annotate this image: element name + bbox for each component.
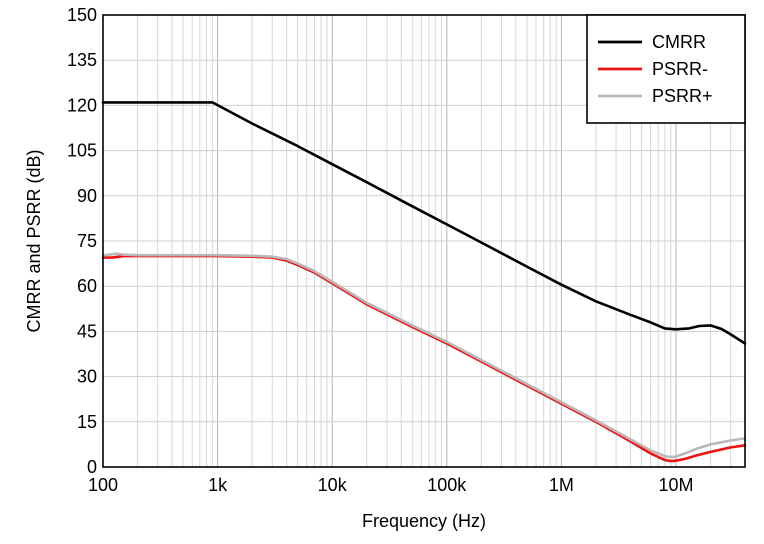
x-tick-labels: 100 1k 10k 100k 1M 10M xyxy=(88,475,694,495)
y-tick-label: 90 xyxy=(77,186,97,206)
grid xyxy=(102,14,746,468)
x-axis-title: Frequency (Hz) xyxy=(362,511,486,531)
series-line-cmrr xyxy=(101,101,747,345)
x-tick-label: 100 xyxy=(88,475,118,495)
x-tick-label: 100k xyxy=(427,475,467,495)
y-tick-labels: 0 15 30 45 60 75 90 105 120 135 150 xyxy=(67,5,97,477)
y-tick-label: 45 xyxy=(77,321,97,341)
y-axis-title: CMRR and PSRR (dB) xyxy=(24,149,44,332)
legend-label: CMRR xyxy=(652,32,706,52)
y-tick-label: 120 xyxy=(67,95,97,115)
y-tick-label: 0 xyxy=(87,457,97,477)
y-tick-label: 60 xyxy=(77,276,97,296)
x-tick-label: 1M xyxy=(549,475,574,495)
series-line-psrr-minusplus xyxy=(101,252,747,459)
legend: CMRR PSRR- PSRR+ xyxy=(586,14,746,124)
x-tick-label: 1k xyxy=(208,475,228,495)
y-tick-label: 30 xyxy=(77,367,97,387)
x-tick-label: 10k xyxy=(318,475,348,495)
series-lines xyxy=(101,101,747,463)
y-tick-label: 135 xyxy=(67,50,97,70)
legend-label: PSRR+ xyxy=(652,86,713,106)
y-tick-label: 105 xyxy=(67,141,97,161)
y-tick-label: 75 xyxy=(77,231,97,251)
y-tick-label: 15 xyxy=(77,412,97,432)
x-tick-label: 10M xyxy=(658,475,693,495)
legend-label: PSRR- xyxy=(652,59,708,79)
y-tick-label: 150 xyxy=(67,5,97,25)
plot-frame xyxy=(102,14,746,468)
series-line-psrr-minus xyxy=(101,254,747,463)
